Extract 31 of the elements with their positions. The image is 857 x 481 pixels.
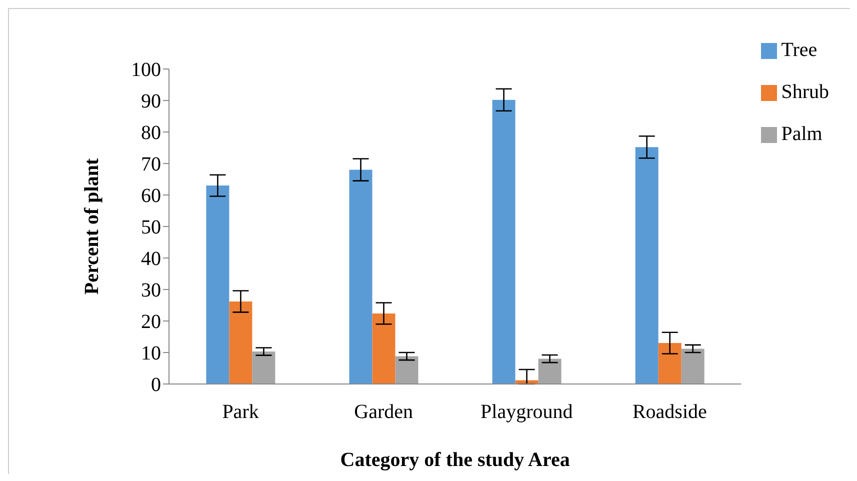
bar xyxy=(681,348,704,384)
x-tick-label: Park xyxy=(222,401,259,424)
x-tick-label: Playground xyxy=(480,401,573,424)
legend-label: Palm xyxy=(781,123,822,145)
bar xyxy=(492,100,516,384)
y-tick-label: 30 xyxy=(141,280,161,302)
x-tick-label: Garden xyxy=(354,401,414,424)
y-tick-label: 70 xyxy=(141,154,161,176)
bar xyxy=(206,186,230,384)
y-tick-label: 40 xyxy=(141,248,161,270)
bar xyxy=(229,301,252,384)
legend-label: Shrub xyxy=(781,81,829,103)
y-tick-label: 80 xyxy=(141,122,161,144)
bar xyxy=(658,343,682,384)
y-axis-title: Percent of plant xyxy=(81,158,104,295)
bar xyxy=(372,313,396,384)
bar xyxy=(395,356,418,384)
bar xyxy=(252,352,276,384)
bar xyxy=(635,147,658,384)
y-tick-label: 60 xyxy=(141,185,161,208)
x-tick-label: Roadside xyxy=(632,401,708,424)
bar xyxy=(349,170,372,384)
y-tick-label: 90 xyxy=(141,90,161,113)
y-tick-label: 10 xyxy=(141,342,161,365)
legend-label: Tree xyxy=(781,39,818,61)
bar xyxy=(538,358,562,384)
y-tick-label: 100 xyxy=(131,59,161,82)
y-tick-label: 0 xyxy=(151,374,161,396)
y-tick-label: 20 xyxy=(141,311,161,334)
y-tick-label: 50 xyxy=(141,216,161,239)
x-axis-title: Category of the study Area xyxy=(340,449,570,471)
